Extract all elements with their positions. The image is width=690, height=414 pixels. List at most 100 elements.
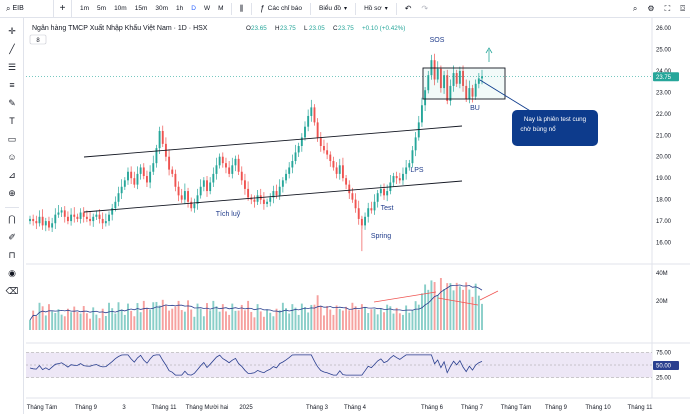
legend-ohlc-label: C <box>333 25 338 32</box>
camera-button[interactable]: ⌼ <box>675 4 690 14</box>
volume-bar <box>199 308 202 330</box>
volume-bar <box>108 302 110 330</box>
compare-symbol-button[interactable]: + <box>54 0 72 17</box>
chart-type-button[interactable]: Biểu đồ ▾ <box>314 5 352 12</box>
sos-range-box[interactable] <box>422 67 506 100</box>
volume-tick-label: 20M <box>656 299 668 305</box>
volume-ma-line <box>29 284 483 321</box>
profile-button[interactable]: Hồ sơ ▾ <box>359 5 393 12</box>
annotation-sos: SOS <box>430 37 445 44</box>
candle-body <box>218 156 221 166</box>
volume-bar <box>120 309 123 330</box>
emoji-tool[interactable]: ☺ <box>5 150 19 164</box>
comment-tool[interactable]: ▭ <box>5 132 19 146</box>
pitchfork-tool[interactable]: ☰ <box>5 60 19 74</box>
legend-ohlc-value: 23.05 <box>309 25 325 32</box>
delete-tool[interactable]: ⌫ <box>5 284 19 298</box>
volume-bar <box>225 311 227 330</box>
candle-body <box>44 221 47 226</box>
candle-body <box>465 85 468 99</box>
brush-tool[interactable]: ✎ <box>5 96 19 110</box>
volume-bar <box>420 293 423 330</box>
time-tick-label: Tháng 6 <box>421 405 444 411</box>
timeframe-30m[interactable]: 30m <box>155 5 169 12</box>
redo-button[interactable]: ↷ <box>416 4 433 13</box>
timeframe-W[interactable]: W <box>203 5 211 12</box>
candle-body <box>316 122 319 138</box>
pitchfork-icon: ☰ <box>7 61 17 72</box>
ruler-icon: ⊿ <box>8 169 16 180</box>
volume-bar <box>111 308 114 330</box>
timeframe-1h[interactable]: 1h <box>176 5 184 12</box>
channel-upper-line[interactable] <box>83 125 463 158</box>
callout-text: chờ bùng nổ <box>520 125 556 133</box>
magnet-tool[interactable]: ⋂ <box>5 212 19 226</box>
candle-body <box>351 193 354 200</box>
crosshair-tool[interactable]: ✛ <box>5 24 19 38</box>
candle-body <box>433 60 436 80</box>
volume-bar <box>247 300 250 330</box>
volume-bar <box>386 304 389 330</box>
candle-body <box>357 208 360 219</box>
candle-body <box>85 216 88 219</box>
legend-ohlc-label: L <box>304 25 308 32</box>
candle-body <box>199 186 202 196</box>
fib-tool[interactable]: ≡ <box>5 78 19 92</box>
channel-lower-line[interactable] <box>83 180 463 213</box>
volume-bar <box>424 284 427 330</box>
time-tick-label: Tháng 11 <box>628 405 654 411</box>
volume-bar <box>114 313 117 330</box>
volume-bar <box>209 310 212 330</box>
volume-bar <box>354 306 357 330</box>
settings-button[interactable]: ⚙ <box>642 4 659 13</box>
candle-body <box>57 212 60 215</box>
fullscreen-button[interactable]: ⛶ <box>660 4 676 14</box>
search-button[interactable]: ⌕ <box>628 4 642 14</box>
indicators-button[interactable]: ƒ Các chỉ báo <box>255 4 307 13</box>
candle-body <box>139 167 142 174</box>
timeframe-15m[interactable]: 15m <box>134 5 148 12</box>
time-tick-label: Tháng 4 <box>344 405 367 411</box>
volume-bar <box>168 310 171 330</box>
symbol-search[interactable]: ⌕ EIB <box>0 0 54 17</box>
measure-tool[interactable]: ⊿ <box>5 168 19 182</box>
timeframe-D[interactable]: D <box>191 5 196 12</box>
volume-trend-arrow <box>373 291 437 303</box>
volume-bar <box>272 316 275 330</box>
trend-line-tool[interactable]: ╱ <box>5 42 19 56</box>
volume-bar <box>300 303 303 330</box>
lock-tool[interactable]: ⊓ <box>5 248 19 262</box>
volume-bar <box>398 313 401 330</box>
volume-bar <box>332 314 335 330</box>
volume-trend-arrow <box>437 297 479 306</box>
candle-body <box>130 171 133 179</box>
volume-bar <box>231 303 234 330</box>
visibility-tool[interactable]: ◉ <box>5 266 19 280</box>
volume-bar <box>161 299 164 330</box>
candle-body <box>215 165 218 174</box>
candle-body <box>266 201 269 204</box>
candle-body <box>155 148 158 164</box>
zoom-tool[interactable]: ⊕ <box>5 186 19 200</box>
indicator-count: 8 <box>36 38 40 44</box>
timeframe-1m[interactable]: 1m <box>80 5 90 12</box>
text-tool[interactable]: T <box>5 114 19 128</box>
candle-body <box>414 137 417 151</box>
volume-bar <box>481 303 483 330</box>
volume-bar <box>341 310 344 330</box>
brush-icon: ✎ <box>8 97 16 108</box>
volume-bar <box>370 309 373 330</box>
lock-drawing-tool[interactable]: ✐ <box>5 230 19 244</box>
indicator-toggle-button[interactable] <box>29 34 47 45</box>
volume-bar <box>458 286 461 330</box>
undo-button[interactable]: ↶ <box>400 4 417 13</box>
timeframe-10m[interactable]: 10m <box>114 5 127 12</box>
breakout-arrow-head <box>485 47 493 54</box>
chart-style-button[interactable]: ⫼ <box>235 4 249 14</box>
candle-body <box>439 68 442 89</box>
candle-body <box>275 191 278 196</box>
price-tick-label: 26.00 <box>656 26 672 32</box>
timeframe-5m[interactable]: 5m <box>97 5 107 12</box>
timeframe-M[interactable]: M <box>218 5 224 12</box>
